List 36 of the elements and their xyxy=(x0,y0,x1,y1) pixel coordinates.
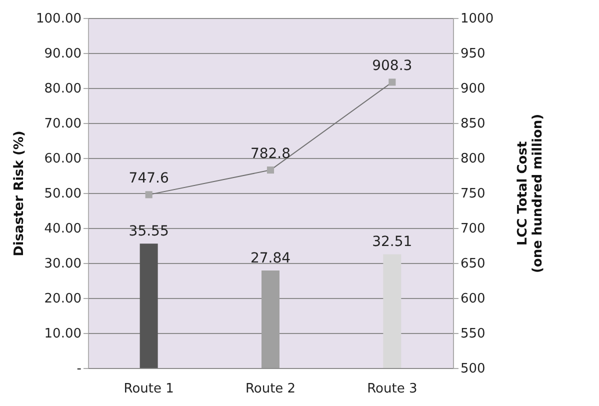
data-label: 27.84 xyxy=(250,250,291,267)
y2-axis-title: LCC Total Cost (one hundred million) xyxy=(516,114,546,274)
y2-tick-label: 1000 xyxy=(460,12,494,26)
data-label: 747.6 xyxy=(128,170,169,187)
y-tick-label: 40.00 xyxy=(44,222,82,236)
y2-tick-label: 600 xyxy=(460,292,486,306)
y-tick-label: 90.00 xyxy=(44,46,82,62)
data-label: 908.3 xyxy=(372,58,412,74)
y-tick-label: 70.00 xyxy=(44,116,82,132)
y2-tick-label: 700 xyxy=(460,222,486,236)
y-tick-label: 100.00 xyxy=(36,12,82,26)
bar xyxy=(262,270,280,368)
y2-tick-label: 500 xyxy=(460,362,486,376)
data-label: 782.8 xyxy=(250,146,291,162)
x-tick-label: Route 2 xyxy=(245,382,296,396)
y2-tick-label: 800 xyxy=(460,152,486,166)
y-tick-label: 10.00 xyxy=(44,326,82,342)
y-tick-label: 30.00 xyxy=(44,256,82,272)
y2-tick-label: 550 xyxy=(460,326,486,342)
bar xyxy=(140,244,158,368)
y2-tick-label: 950 xyxy=(460,46,486,62)
x-tick-label: Route 1 xyxy=(124,382,174,396)
y2-tick-label: 650 xyxy=(460,256,486,272)
y-tick-label: 50.00 xyxy=(44,186,82,202)
y2-tick-label: 750 xyxy=(460,186,486,202)
y2-tick-label: 850 xyxy=(460,116,486,132)
y-tick-label: 20.00 xyxy=(44,292,82,306)
data-label: 35.55 xyxy=(128,224,169,240)
data-label: 32.51 xyxy=(372,234,412,250)
y-tick-label: 80.00 xyxy=(44,82,82,96)
y-tick-label: - xyxy=(76,362,82,376)
bar xyxy=(383,254,402,368)
y2-tick-label: 900 xyxy=(460,82,486,96)
x-tick-label: Route 3 xyxy=(367,382,418,396)
y-tick-label: 60.00 xyxy=(44,152,82,166)
y-axis-title: Disaster Risk (%) xyxy=(12,130,28,256)
